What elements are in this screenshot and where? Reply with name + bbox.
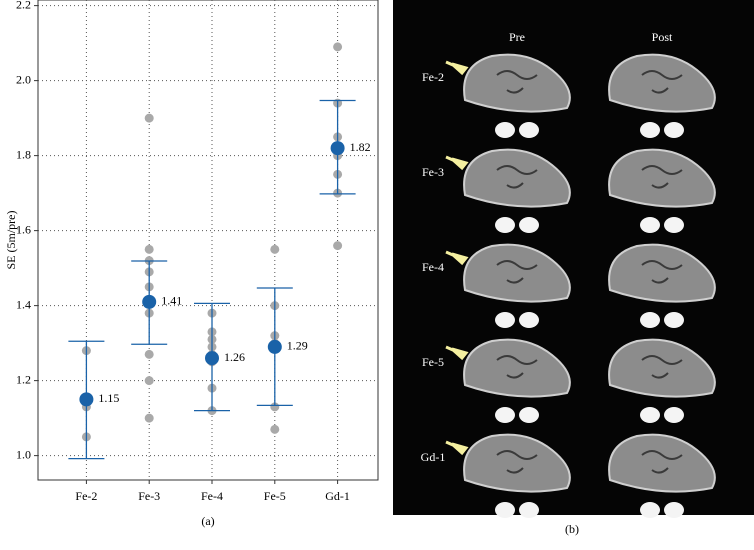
data-point — [144, 113, 154, 123]
x-tick-label: Fe-5 — [264, 489, 286, 503]
data-point — [144, 349, 154, 359]
x-tick-label: Fe-4 — [201, 489, 223, 503]
y-tick-label: 2.2 — [16, 0, 31, 11]
arrow — [445, 250, 469, 266]
mri-texture — [496, 355, 538, 379]
mean-point — [330, 141, 345, 156]
panel-caption: (b) — [565, 522, 579, 536]
mri-slice — [608, 53, 716, 113]
mri-slice — [608, 148, 716, 208]
mean-label: 1.26 — [224, 350, 245, 364]
mri-slice — [608, 433, 716, 493]
phantom — [495, 502, 515, 518]
mri-texture — [641, 450, 683, 474]
phantom — [519, 217, 539, 233]
phantom — [640, 407, 660, 423]
phantom — [640, 217, 660, 233]
y-tick-label: 1.0 — [16, 447, 31, 461]
data-point — [144, 413, 154, 423]
mri-slice — [463, 338, 571, 398]
phantom — [495, 407, 515, 423]
phantom — [664, 502, 684, 518]
mri-slice — [463, 53, 571, 113]
mri-texture — [641, 355, 683, 379]
data-point — [270, 424, 280, 434]
arrow — [445, 155, 469, 171]
phantom — [664, 122, 684, 138]
y-tick-label: 1.4 — [16, 297, 31, 311]
arrow — [445, 60, 469, 76]
phantom — [664, 312, 684, 328]
plot-frame — [37, 0, 379, 481]
data-point — [270, 402, 280, 412]
data-point — [144, 376, 154, 386]
mri-texture — [496, 260, 538, 284]
phantom — [640, 122, 660, 138]
y-tick-label: 1.6 — [16, 222, 31, 236]
mri-texture — [496, 450, 538, 474]
mri-texture — [496, 165, 538, 189]
mean-point — [205, 351, 219, 366]
data-point — [144, 244, 154, 254]
column-header: Pre — [509, 30, 525, 44]
phantom — [519, 122, 539, 138]
mri-texture — [641, 165, 683, 189]
mean-point — [79, 392, 94, 407]
data-point — [270, 244, 280, 254]
mri-texture — [496, 70, 538, 94]
phantom — [495, 312, 515, 328]
phantom — [519, 312, 539, 328]
mri-slice — [463, 148, 571, 208]
row-label: Gd-1 — [421, 450, 446, 464]
mri-slice — [608, 243, 716, 303]
data-point — [333, 42, 343, 52]
y-tick-label: 1.2 — [16, 372, 31, 386]
phantom — [640, 502, 660, 518]
phantom — [664, 217, 684, 233]
row-label: Fe-5 — [422, 355, 444, 369]
row-label: Fe-4 — [422, 260, 444, 274]
row-label: Fe-2 — [422, 70, 444, 84]
mri-texture — [641, 260, 683, 284]
data-point — [333, 241, 343, 251]
arrow — [445, 440, 469, 456]
x-tick-label: Fe-2 — [75, 489, 97, 503]
y-tick-label: 2.0 — [16, 72, 31, 86]
mean-label: 1.29 — [287, 339, 308, 353]
mri-slice — [463, 433, 571, 493]
x-tick-label: Fe-3 — [138, 489, 160, 503]
x-tick-label: Gd-1 — [325, 489, 350, 503]
panel-caption: (a) — [201, 514, 214, 528]
mri-texture — [641, 70, 683, 94]
phantom — [664, 407, 684, 423]
phantom — [519, 407, 539, 423]
y-tick-label: 1.8 — [16, 147, 31, 161]
mri-slice — [608, 338, 716, 398]
phantom — [519, 502, 539, 518]
mean-point — [142, 294, 157, 309]
y-axis-label: SE (5m/pre) — [4, 211, 18, 270]
mean-label: 1.41 — [161, 294, 182, 308]
column-header: Post — [652, 30, 673, 44]
mean-point — [267, 339, 282, 354]
phantom — [495, 122, 515, 138]
arrow — [445, 345, 469, 361]
phantom — [495, 217, 515, 233]
phantom — [640, 312, 660, 328]
mean-label: 1.15 — [98, 391, 119, 405]
mean-label: 1.82 — [350, 140, 371, 154]
row-label: Fe-3 — [422, 165, 444, 179]
mri-slice — [463, 243, 571, 303]
